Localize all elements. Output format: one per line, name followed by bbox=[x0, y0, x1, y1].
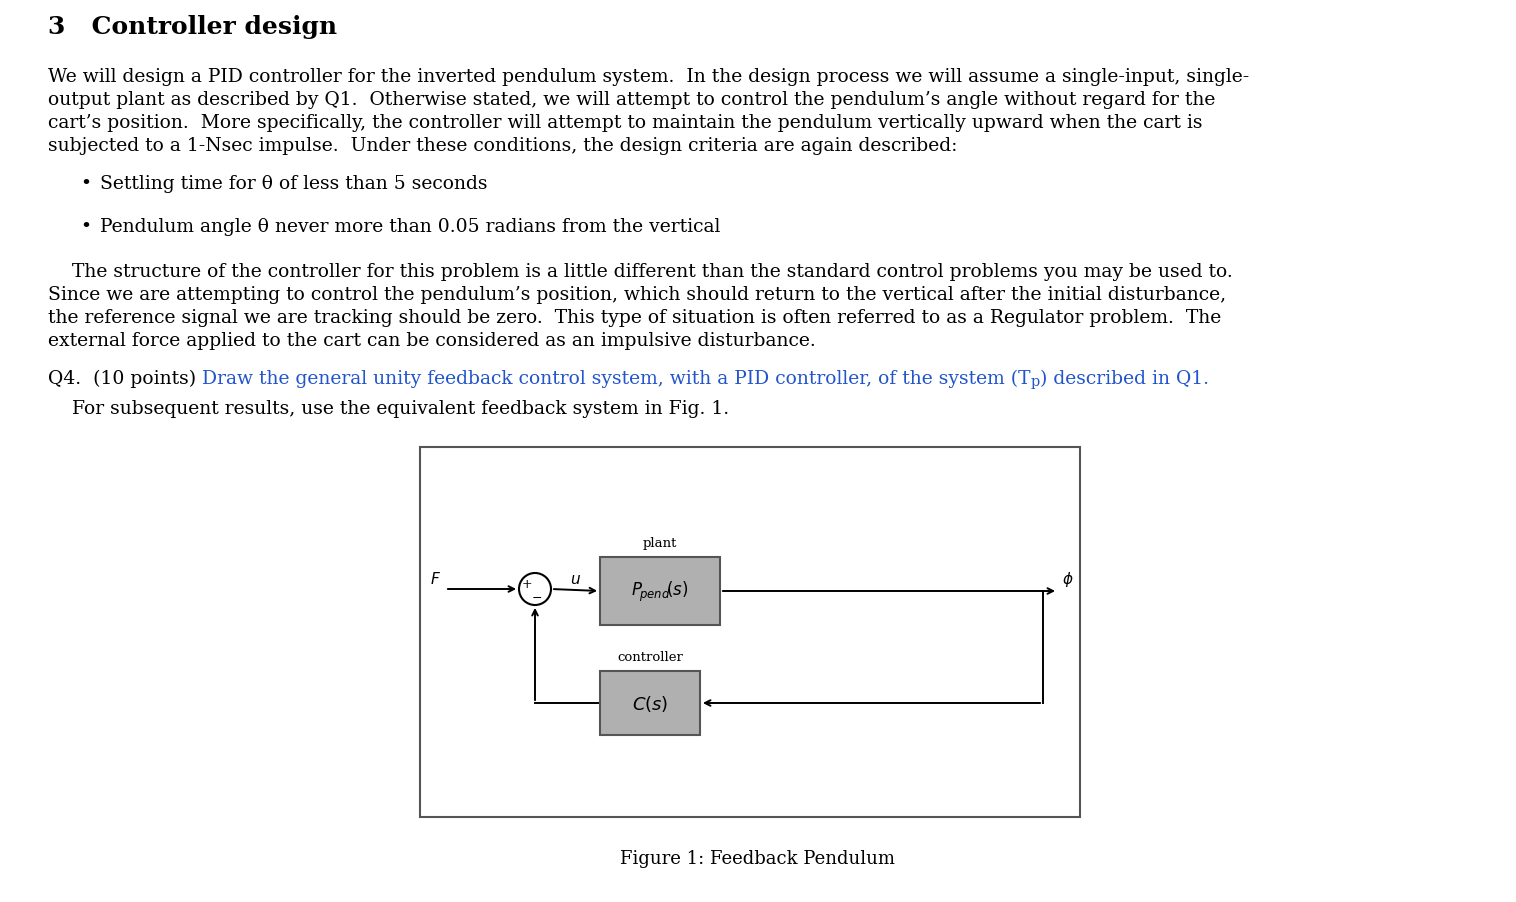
Text: Figure 1: Feedback Pendulum: Figure 1: Feedback Pendulum bbox=[620, 849, 896, 867]
Text: $\phi$: $\phi$ bbox=[1063, 569, 1073, 588]
Text: 3   Controller design: 3 Controller design bbox=[49, 15, 337, 39]
Bar bbox=[600, 557, 720, 625]
Text: Since we are attempting to control the pendulum’s position, which should return : Since we are attempting to control the p… bbox=[49, 286, 1226, 304]
Text: plant: plant bbox=[643, 537, 678, 549]
Text: •: • bbox=[80, 175, 91, 193]
Text: Settling time for θ of less than 5 seconds: Settling time for θ of less than 5 secon… bbox=[100, 175, 488, 193]
Text: the reference signal we are tracking should be zero.  This type of situation is : the reference signal we are tracking sho… bbox=[49, 308, 1222, 327]
Text: The structure of the controller for this problem is a little different than the : The structure of the controller for this… bbox=[49, 262, 1233, 281]
Bar bbox=[420, 447, 1079, 817]
Text: controller: controller bbox=[617, 650, 682, 663]
Text: external force applied to the cart can be considered as an impulsive disturbance: external force applied to the cart can b… bbox=[49, 332, 816, 350]
Bar bbox=[600, 671, 700, 735]
Text: ) described in Q1.: ) described in Q1. bbox=[1040, 370, 1208, 388]
Text: Draw the general unity feedback control system, with a PID controller, of the sy: Draw the general unity feedback control … bbox=[202, 370, 1031, 388]
Text: $\mathit{C}(s)$: $\mathit{C}(s)$ bbox=[632, 694, 669, 713]
Text: We will design a PID controller for the inverted pendulum system.  In the design: We will design a PID controller for the … bbox=[49, 68, 1249, 86]
Text: $F$: $F$ bbox=[431, 570, 441, 586]
Text: subjected to a 1-Nsec impulse.  Under these conditions, the design criteria are : subjected to a 1-Nsec impulse. Under the… bbox=[49, 137, 958, 155]
Text: output plant as described by Q1.  Otherwise stated, we will attempt to control t: output plant as described by Q1. Otherwi… bbox=[49, 91, 1216, 109]
Text: $u$: $u$ bbox=[570, 573, 581, 586]
Text: For subsequent results, use the equivalent feedback system in Fig. 1.: For subsequent results, use the equivale… bbox=[49, 400, 729, 418]
Text: $\mathit{P}_{\!\mathit{pend}}\!(s)$: $\mathit{P}_{\!\mathit{pend}}\!(s)$ bbox=[631, 579, 688, 603]
Text: cart’s position.  More specifically, the controller will attempt to maintain the: cart’s position. More specifically, the … bbox=[49, 114, 1202, 132]
Text: −: − bbox=[532, 591, 543, 603]
Text: •: • bbox=[80, 217, 91, 235]
Text: p: p bbox=[1031, 374, 1040, 389]
Text: Pendulum angle θ never more than 0.05 radians from the vertical: Pendulum angle θ never more than 0.05 ra… bbox=[100, 217, 720, 235]
Text: +: + bbox=[522, 577, 532, 590]
Text: Q4.  (10 points): Q4. (10 points) bbox=[49, 370, 202, 388]
Circle shape bbox=[518, 574, 550, 605]
